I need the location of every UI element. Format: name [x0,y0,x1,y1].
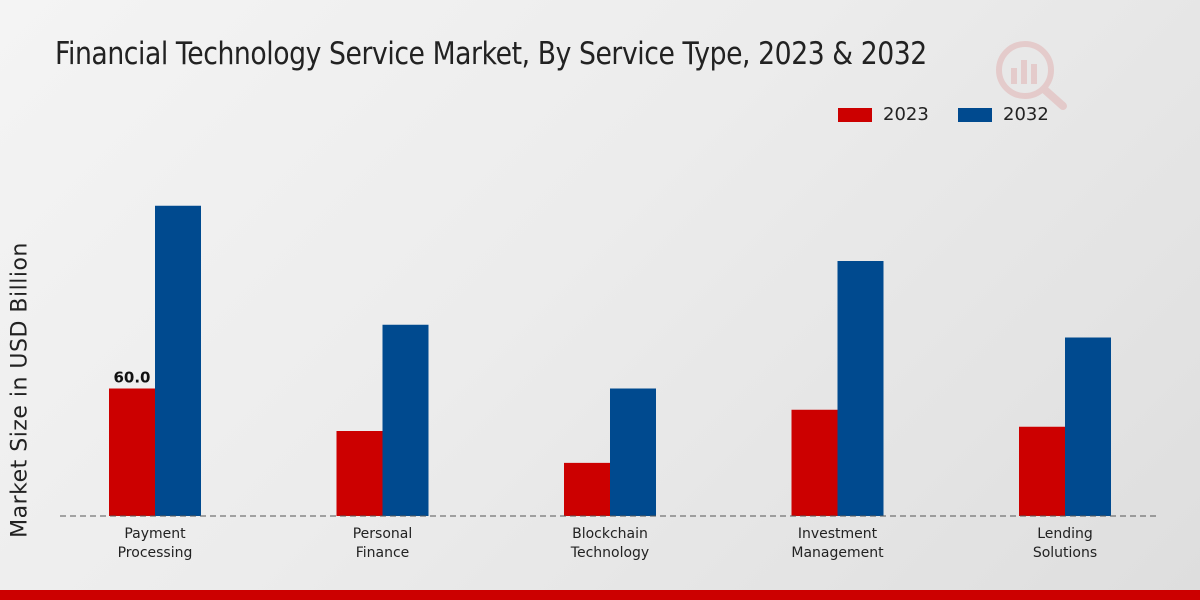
legend-swatch-2023 [838,108,872,122]
bar-2032-1 [382,324,429,516]
x-tick-label-4: Lending Solutions [1033,526,1097,561]
bar-2032-4 [1065,337,1111,516]
x-tick-label-0: Payment Processing [118,526,193,561]
logo-watermark-icon [996,41,1067,110]
x-tick-label-3: Investment Management [791,526,884,561]
bar-2023-1 [336,431,383,516]
legend-swatch-2032 [958,108,992,122]
bar-2023-4 [1019,426,1065,516]
x-tick-label-1: Personal Finance [353,526,413,561]
chart-title: Financial Technology Service Market, By … [55,36,927,72]
footer-accent-bar [0,590,1200,600]
bar-2032-3 [837,261,884,516]
bar-2032-2 [610,388,656,516]
x-tick-label-2: Blockchain Technology [570,526,649,561]
legend-label-2023: 2023 [883,104,929,125]
bar-2023-2 [564,462,610,516]
bar-2032-0 [155,205,201,516]
data-label-0: 60.0 [113,369,150,387]
bar-2023-3 [791,409,838,516]
bar-2023-0 [109,388,155,516]
legend-label-2032: 2032 [1003,104,1049,125]
